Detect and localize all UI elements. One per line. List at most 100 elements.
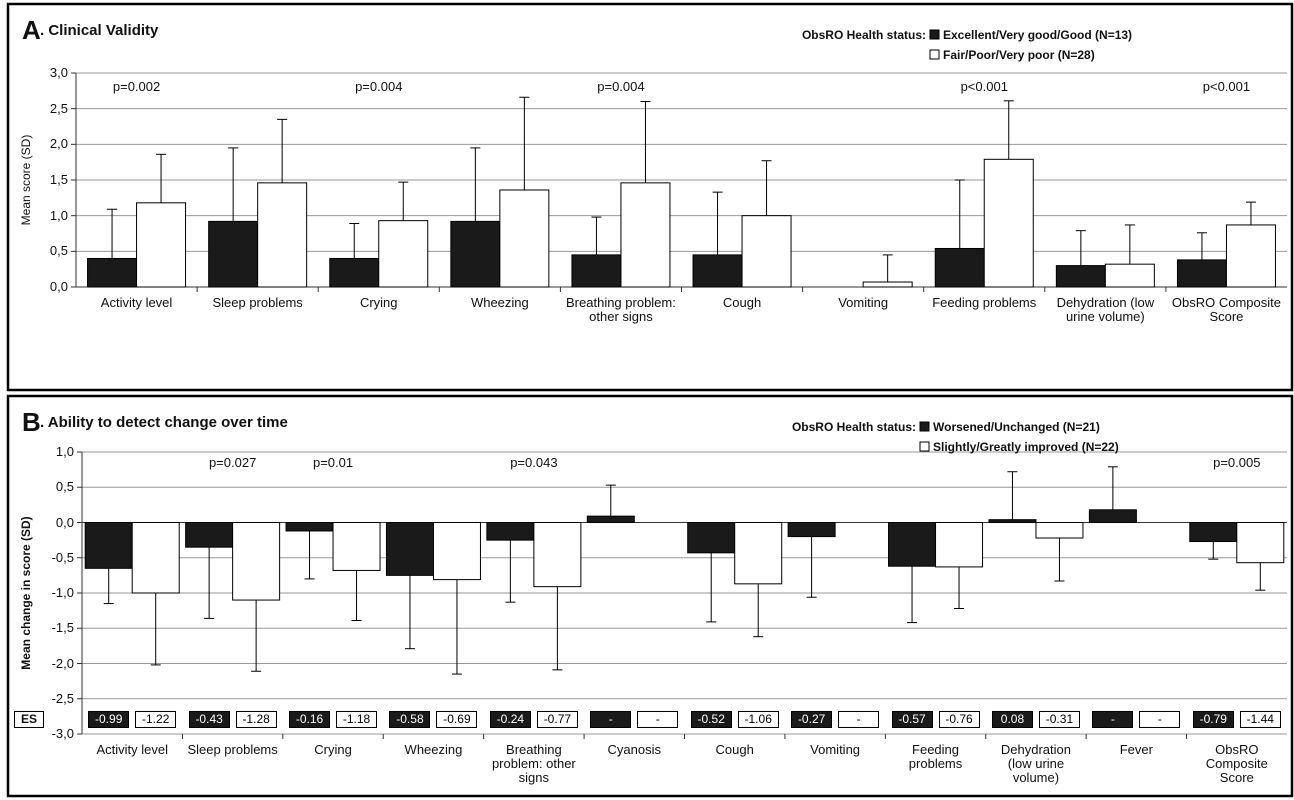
annotation: p=0.027 — [208, 455, 257, 470]
error-bar — [204, 547, 215, 619]
error-bar — [1003, 100, 1014, 160]
x-tick-label: Sleep problems — [212, 295, 303, 310]
es-label: -0.57 — [891, 711, 933, 728]
bar — [136, 202, 187, 288]
annotation: p=0.043 — [510, 455, 558, 470]
panel-frame — [6, 394, 1294, 798]
bar — [620, 182, 671, 288]
es-label: -0.76 — [938, 711, 980, 728]
y-tick-label: 2,5 — [49, 100, 68, 116]
bar — [1189, 522, 1238, 543]
error-bar — [954, 566, 965, 610]
y-tick-label: 1,5 — [49, 172, 68, 187]
legend-title: ObsRO Health status: — [801, 28, 926, 42]
bar — [1104, 263, 1155, 288]
es-label: - — [1139, 711, 1181, 728]
legend-label: Worsened/Unchanged (N=21) — [933, 420, 1100, 434]
bar — [385, 522, 434, 576]
es-label-title: ES — [14, 711, 45, 728]
legend-swatch — [919, 421, 930, 432]
bar — [586, 515, 635, 524]
bar — [935, 522, 984, 568]
y-tick-label: -2,5 — [51, 690, 74, 706]
es-label: - — [1092, 711, 1134, 728]
bar — [329, 257, 380, 288]
error-bar — [1075, 230, 1086, 266]
panel-frame — [6, 2, 1294, 392]
error-bar — [349, 223, 360, 259]
es-label: -1.22 — [135, 711, 177, 728]
error-bar — [404, 575, 415, 650]
error-bar — [1245, 201, 1256, 225]
legend-title: ObsRO Health status: — [791, 420, 916, 434]
x-tick-label: Vomiting — [838, 295, 889, 310]
x-tick-label: Crying — [314, 742, 352, 757]
y-axis-label: Mean change in score (SD) — [19, 516, 33, 670]
bar — [533, 522, 582, 588]
x-tick-label: ObsRO Composite Score — [1205, 742, 1268, 785]
y-tick-label: 0,0 — [55, 514, 74, 530]
bar — [687, 522, 736, 554]
es-label: -0.27 — [791, 711, 833, 728]
x-tick-label: Cyanosis — [607, 742, 662, 757]
error-bar — [1196, 232, 1207, 260]
y-tick-label: 0,0 — [49, 279, 68, 294]
annotation: p=0.002 — [112, 79, 161, 94]
annotation: p=0.005 — [1213, 455, 1261, 470]
y-tick-label: 3,0 — [49, 65, 68, 80]
legend-label: Fair/Poor/Very poor (N=28) — [943, 48, 1095, 62]
bar — [131, 522, 180, 594]
annotation: p<0.001 — [960, 79, 1008, 94]
legend-swatch — [929, 29, 940, 40]
error-bar — [753, 583, 764, 638]
bar — [1176, 259, 1227, 288]
x-tick-label: Sleep problems — [187, 742, 278, 757]
annotation: p=0.004 — [597, 79, 645, 94]
error-bar — [1007, 471, 1018, 520]
x-tick-label: ObsRO Composite Score — [1171, 295, 1281, 324]
y-tick-label: 2,0 — [49, 136, 68, 152]
error-bar — [451, 579, 462, 675]
bar — [862, 281, 913, 288]
x-tick-label: Crying — [359, 295, 398, 310]
x-tick-label: Fever — [1119, 742, 1153, 757]
error-bar — [640, 101, 651, 183]
panel-label: B — [22, 407, 41, 437]
bar — [285, 522, 334, 532]
bar — [1088, 509, 1137, 523]
bar — [378, 220, 429, 288]
es-label: -0.16 — [289, 711, 331, 728]
es-label: -1.28 — [235, 711, 277, 728]
error-bar — [882, 254, 893, 283]
legend-label: Excellent/Very good/Good (N=13) — [943, 28, 1133, 42]
error-bar — [954, 179, 965, 249]
x-tick-label: Activity level — [96, 742, 168, 757]
x-tick-label: Activity level — [100, 295, 173, 310]
error-bar — [251, 600, 262, 672]
x-tick-label: Cough — [715, 742, 754, 757]
bar — [208, 220, 259, 288]
es-label: 0.08 — [991, 711, 1033, 728]
error-bar — [228, 147, 239, 222]
bar — [1225, 224, 1276, 288]
bar — [432, 522, 481, 581]
es-label: -1.18 — [336, 711, 378, 728]
error-bar — [706, 552, 717, 623]
es-label: -0.24 — [489, 711, 531, 728]
x-tick-label: Breathing problem: other signs — [491, 742, 576, 785]
es-label: -1.06 — [737, 711, 779, 728]
error-bar — [1124, 224, 1135, 265]
bar — [450, 220, 501, 288]
y-tick-label: -1,5 — [51, 620, 74, 636]
es-label: -0.77 — [536, 711, 578, 728]
y-tick-label: -0,5 — [51, 549, 74, 565]
error-bar — [519, 96, 530, 190]
error-bar — [156, 153, 167, 203]
es-label: -0.52 — [690, 711, 732, 728]
chart-title: . Clinical Validity — [40, 22, 159, 39]
x-tick-label: Dehydration (low urine volume) — [1000, 742, 1071, 785]
error-bar — [1255, 562, 1266, 591]
bar — [332, 522, 381, 571]
bar — [257, 182, 308, 288]
